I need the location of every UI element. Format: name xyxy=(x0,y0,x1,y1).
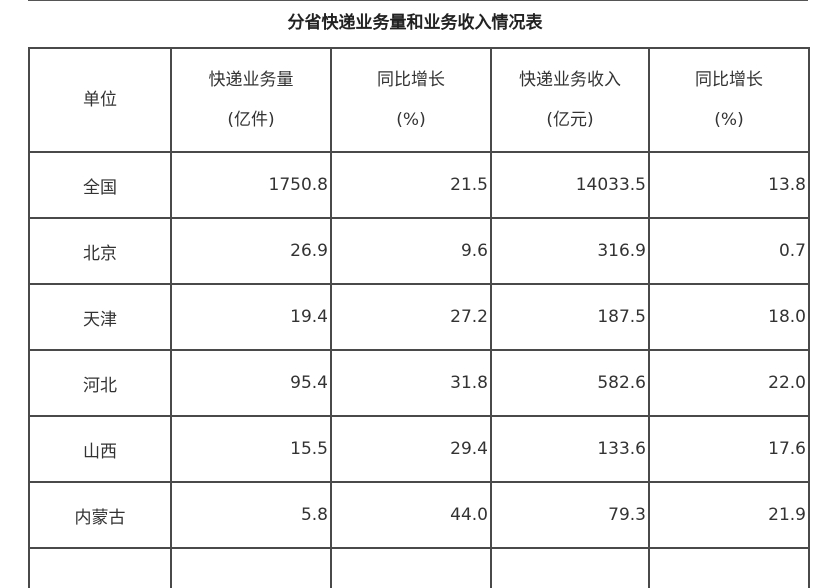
value-cell: 187.5 xyxy=(490,283,650,351)
header-text: 同比增长 xyxy=(377,70,445,90)
region-cell: 全国 xyxy=(28,151,172,219)
data-row: 天津 19.4 27.2 187.5 18.0 xyxy=(28,283,810,351)
value-cell: 0.7 xyxy=(648,217,810,285)
value-cell: 22.0 xyxy=(648,349,810,417)
header-text: (%) xyxy=(714,110,744,130)
empty-cell xyxy=(170,547,332,588)
value-cell: 95.4 xyxy=(170,349,332,417)
value-cell: 5.8 xyxy=(170,481,332,549)
data-row: 全国 1750.8 21.5 14033.5 13.8 xyxy=(28,151,810,219)
value-cell: 316.9 xyxy=(490,217,650,285)
value-cell: 21.5 xyxy=(330,151,492,219)
header-text: (亿件) xyxy=(227,110,275,130)
data-row: 河北 95.4 31.8 582.6 22.0 xyxy=(28,349,810,417)
header-text: 同比增长 xyxy=(695,70,763,90)
header-cell: 快递业务收入 (亿元) xyxy=(490,47,650,153)
value-cell: 17.6 xyxy=(648,415,810,483)
top-rule xyxy=(28,0,808,1)
header-cell: 单位 xyxy=(28,47,172,153)
region-cell: 山西 xyxy=(28,415,172,483)
header-cell: 同比增长 (%) xyxy=(648,47,810,153)
value-cell: 29.4 xyxy=(330,415,492,483)
page: 分省快递业务量和业务收入情况表 单位 快递业务量 (亿件) 同比增长 (%) 快递业务收入… xyxy=(28,0,810,588)
region-cell: 河北 xyxy=(28,349,172,417)
value-cell: 44.0 xyxy=(330,481,492,549)
empty-cell xyxy=(28,547,172,588)
region-cell: 天津 xyxy=(28,283,172,351)
header-text: (亿元) xyxy=(546,110,594,130)
header-cell: 快递业务量 (亿件) xyxy=(170,47,332,153)
header-cell: 同比增长 (%) xyxy=(330,47,492,153)
data-row: 山西 15.5 29.4 133.6 17.6 xyxy=(28,415,810,483)
header-row: 单位 快递业务量 (亿件) 同比增长 (%) 快递业务收入 (亿元) 同比增长 (%) xyxy=(28,47,810,153)
data-table: 单位 快递业务量 (亿件) 同比增长 (%) 快递业务收入 (亿元) 同比增长 (%) 全国 175… xyxy=(28,47,810,588)
empty-cell xyxy=(330,547,492,588)
value-cell: 27.2 xyxy=(330,283,492,351)
region-cell: 内蒙古 xyxy=(28,481,172,549)
value-cell: 1750.8 xyxy=(170,151,332,219)
value-cell: 14033.5 xyxy=(490,151,650,219)
region-cell: 北京 xyxy=(28,217,172,285)
value-cell: 9.6 xyxy=(330,217,492,285)
value-cell: 18.0 xyxy=(648,283,810,351)
value-cell: 21.9 xyxy=(648,481,810,549)
header-text: (%) xyxy=(396,110,426,130)
value-cell: 13.8 xyxy=(648,151,810,219)
data-row: 内蒙古 5.8 44.0 79.3 21.9 xyxy=(28,481,810,549)
value-cell: 26.9 xyxy=(170,217,332,285)
data-row: 北京 26.9 9.6 316.9 0.7 xyxy=(28,217,810,285)
value-cell: 133.6 xyxy=(490,415,650,483)
value-cell: 19.4 xyxy=(170,283,332,351)
partial-row xyxy=(28,547,810,588)
value-cell: 15.5 xyxy=(170,415,332,483)
header-text: 单位 xyxy=(83,90,117,110)
value-cell: 79.3 xyxy=(490,481,650,549)
empty-cell xyxy=(648,547,810,588)
header-text: 快递业务量 xyxy=(208,70,294,90)
header-text: 快递业务收入 xyxy=(519,70,621,90)
table-title: 分省快递业务量和业务收入情况表 xyxy=(287,13,543,33)
value-cell: 31.8 xyxy=(330,349,492,417)
empty-cell xyxy=(490,547,650,588)
value-cell: 582.6 xyxy=(490,349,650,417)
